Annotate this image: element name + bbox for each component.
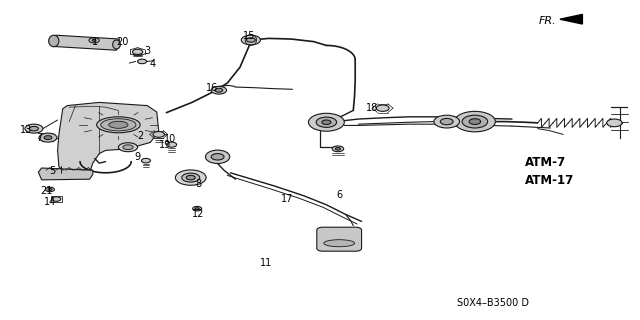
Text: 14: 14: [44, 197, 56, 207]
Circle shape: [440, 118, 453, 125]
Circle shape: [39, 133, 57, 142]
Text: 9: 9: [134, 152, 141, 162]
Circle shape: [89, 38, 99, 43]
Text: 11: 11: [259, 258, 272, 268]
Text: S0X4–B3500 D: S0X4–B3500 D: [457, 298, 529, 308]
Circle shape: [44, 136, 52, 140]
Circle shape: [48, 188, 52, 190]
Ellipse shape: [97, 117, 140, 133]
Circle shape: [45, 187, 54, 192]
Circle shape: [462, 115, 488, 128]
Circle shape: [186, 175, 195, 180]
Circle shape: [332, 146, 344, 152]
Ellipse shape: [123, 145, 133, 150]
Circle shape: [175, 170, 206, 185]
Text: 15: 15: [243, 31, 256, 41]
Polygon shape: [38, 168, 93, 180]
Ellipse shape: [101, 119, 136, 131]
Polygon shape: [52, 35, 120, 50]
Circle shape: [215, 88, 223, 92]
Text: 1: 1: [92, 37, 98, 47]
Circle shape: [166, 142, 177, 147]
Ellipse shape: [113, 40, 120, 49]
Circle shape: [335, 148, 340, 150]
Text: 6: 6: [336, 190, 342, 200]
Circle shape: [182, 173, 200, 182]
Text: 17: 17: [280, 194, 293, 204]
Text: 18: 18: [366, 103, 379, 113]
Circle shape: [138, 59, 147, 64]
Ellipse shape: [205, 150, 230, 164]
Circle shape: [434, 115, 460, 128]
FancyBboxPatch shape: [317, 227, 362, 251]
Ellipse shape: [118, 143, 138, 152]
Circle shape: [132, 49, 143, 54]
Circle shape: [241, 35, 260, 45]
Circle shape: [246, 38, 255, 42]
Circle shape: [211, 154, 224, 160]
Circle shape: [322, 120, 331, 124]
Circle shape: [193, 206, 202, 211]
Text: 7: 7: [36, 132, 43, 143]
Text: FR.: FR.: [539, 16, 557, 26]
Polygon shape: [58, 102, 159, 173]
Ellipse shape: [49, 35, 59, 47]
Circle shape: [141, 158, 150, 163]
Text: ATM-7
ATM-17: ATM-7 ATM-17: [525, 156, 574, 187]
Circle shape: [52, 197, 61, 201]
Circle shape: [454, 111, 495, 132]
Circle shape: [195, 208, 199, 210]
Circle shape: [29, 126, 38, 131]
Circle shape: [469, 119, 481, 124]
Polygon shape: [560, 14, 582, 24]
Text: 16: 16: [206, 83, 219, 93]
Circle shape: [607, 119, 622, 127]
Text: 12: 12: [192, 209, 205, 219]
Circle shape: [211, 86, 227, 94]
Ellipse shape: [324, 240, 355, 247]
Text: 19: 19: [159, 140, 172, 150]
Text: 2: 2: [138, 131, 144, 141]
Text: 10: 10: [163, 134, 176, 144]
Text: 4: 4: [149, 59, 156, 69]
Text: 3: 3: [144, 46, 150, 56]
Ellipse shape: [109, 121, 128, 128]
Circle shape: [92, 39, 96, 41]
Circle shape: [308, 113, 344, 131]
Circle shape: [153, 132, 164, 137]
Circle shape: [25, 124, 43, 133]
Text: 5: 5: [49, 166, 56, 176]
Circle shape: [316, 117, 337, 127]
Text: 13: 13: [19, 124, 32, 135]
Text: 8: 8: [195, 179, 202, 189]
Circle shape: [376, 105, 389, 111]
Text: 21: 21: [40, 186, 52, 196]
Text: 20: 20: [116, 37, 129, 47]
